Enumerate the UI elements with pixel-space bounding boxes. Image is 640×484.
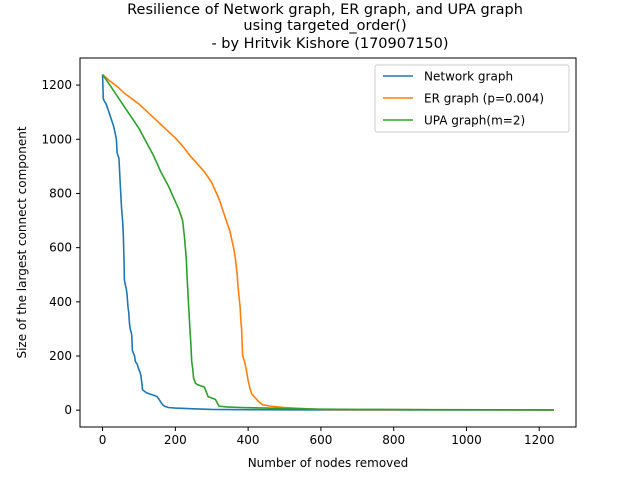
legend-label-2: UPA graph(m=2): [424, 114, 525, 128]
y-tick-label-2: 400: [49, 295, 72, 309]
series-layer: [101, 73, 554, 411]
y-tick-label-1: 200: [49, 349, 72, 363]
y-tick-label-5: 1000: [41, 132, 72, 146]
y-tick-label-0: 0: [64, 403, 72, 417]
y-tick-label-4: 800: [49, 186, 72, 200]
x-tick-label-6: 1200: [524, 433, 555, 447]
chart-title-line-3: - by Hritvik Kishore (170907150): [211, 36, 448, 52]
y-tick-label-3: 600: [49, 241, 72, 255]
x-tick-label-5: 1000: [451, 433, 482, 447]
y-axis: 0 200 400 600 800 1000 1200: [41, 78, 80, 417]
series-line-2: [101, 74, 554, 411]
y-axis-label: Size of the largest connect component: [15, 126, 29, 358]
chart-title-line-2: using targeted_order(): [243, 18, 406, 34]
legend-label-0: Network graph: [424, 70, 513, 84]
x-axis-label: Number of nodes removed: [248, 456, 409, 470]
plot-area-frame: [79, 57, 577, 428]
x-tick-label-1: 200: [164, 433, 187, 447]
chart-title-line-1: Resilience of Network graph, ER graph, a…: [127, 2, 523, 18]
legend-frame: [374, 64, 570, 133]
x-tick-label-0: 0: [99, 433, 107, 447]
x-tick-label-3: 600: [309, 433, 332, 447]
legend-label-1: ER graph (p=0.004): [424, 92, 544, 106]
x-tick-label-2: 400: [237, 433, 260, 447]
chart-title: Resilience of Network graph, ER graph, a…: [127, 2, 523, 52]
x-tick-label-4: 800: [382, 433, 405, 447]
legend: Network graph ER graph (p=0.004) UPA graph…: [374, 64, 570, 133]
y-tick-label-6: 1200: [41, 78, 72, 92]
series-line-1: [102, 73, 554, 411]
x-axis: 0 200 400 600 800 1000 1200: [99, 427, 555, 447]
series-line-0: [101, 74, 554, 411]
